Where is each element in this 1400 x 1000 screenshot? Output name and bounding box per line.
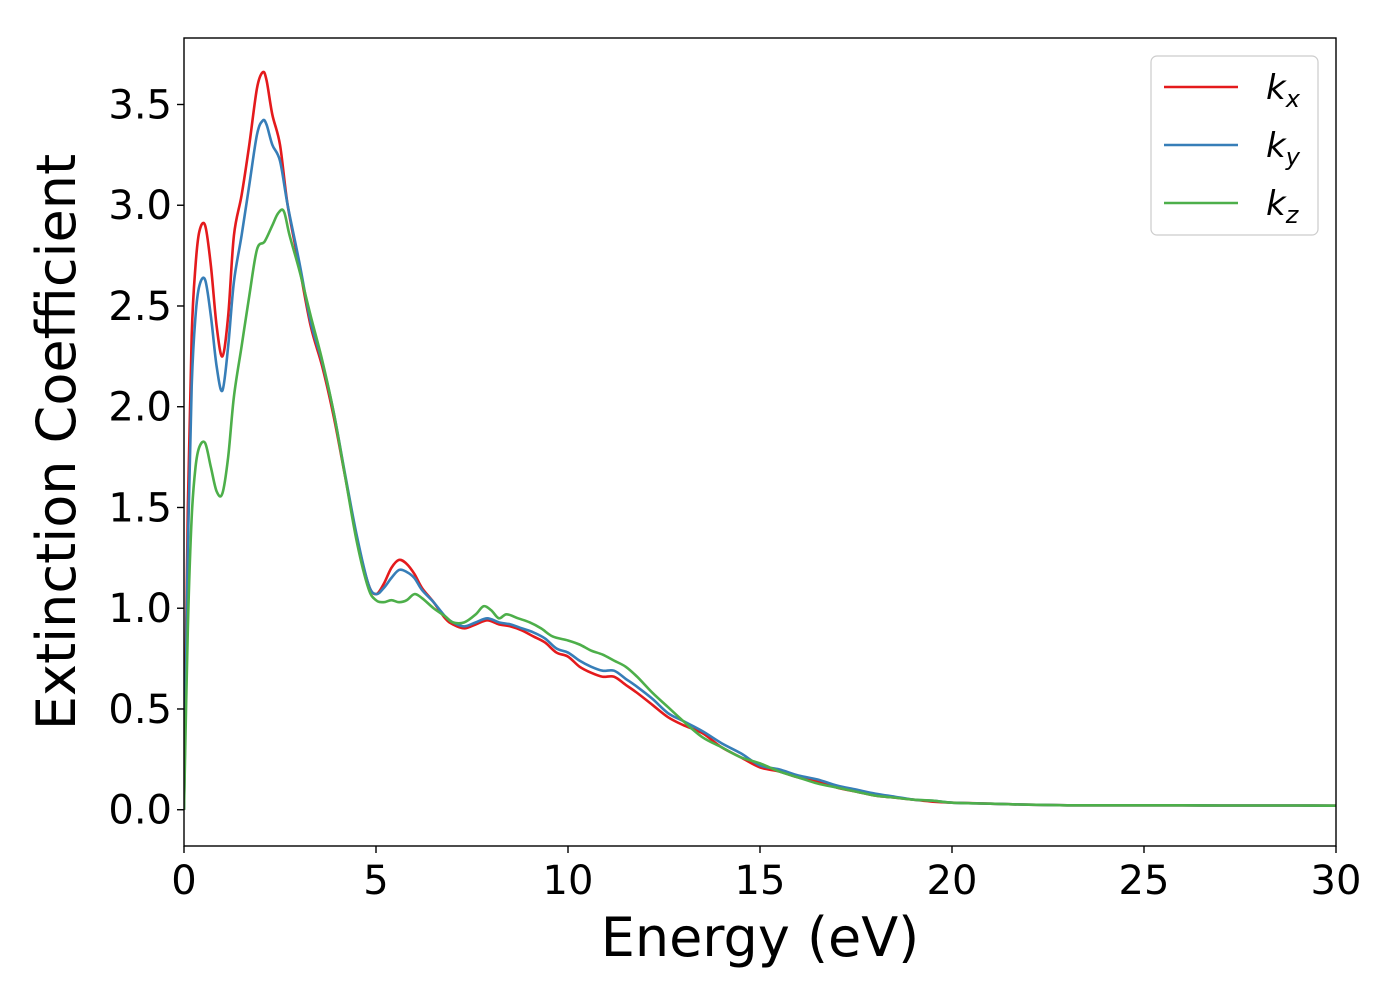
x-tick-label: 10 <box>543 858 594 904</box>
legend: kx ky kz <box>1150 55 1319 236</box>
y-tick-label: 2.0 <box>108 385 172 431</box>
x-axis-title: Energy (eV) <box>601 906 920 969</box>
y-tick-label: 0.0 <box>108 788 172 834</box>
x-tick-label: 30 <box>1311 858 1362 904</box>
x-tick-label: 15 <box>735 858 786 904</box>
y-axis-ticks: 0.0 0.5 1.0 1.5 2.0 2.5 3.0 3.5 <box>108 82 184 834</box>
y-tick-label: 3.5 <box>108 82 172 128</box>
legend-label-kz: kz <box>1266 184 1300 229</box>
y-tick-label: 0.5 <box>108 687 172 733</box>
y-tick-label: 1.5 <box>108 485 172 531</box>
series-layer <box>184 70 1336 810</box>
y-axis-title: Extinction Coefficient <box>25 154 88 730</box>
x-tick-label: 25 <box>1119 858 1170 904</box>
x-axis-ticks: 0 5 10 15 20 25 30 <box>171 846 1361 904</box>
x-tick-label: 0 <box>171 858 196 904</box>
y-tick-label: 1.0 <box>108 586 172 632</box>
legend-label-ky: ky <box>1266 126 1301 171</box>
x-tick-label: 20 <box>927 858 978 904</box>
y-tick-label: 3.0 <box>108 183 172 229</box>
x-tick-label: 5 <box>363 858 388 904</box>
legend-label-kx: kx <box>1266 68 1301 113</box>
y-tick-label: 2.5 <box>108 284 172 330</box>
legend-entries: kx ky kz <box>1164 68 1301 229</box>
series-line-kz <box>184 208 1336 810</box>
